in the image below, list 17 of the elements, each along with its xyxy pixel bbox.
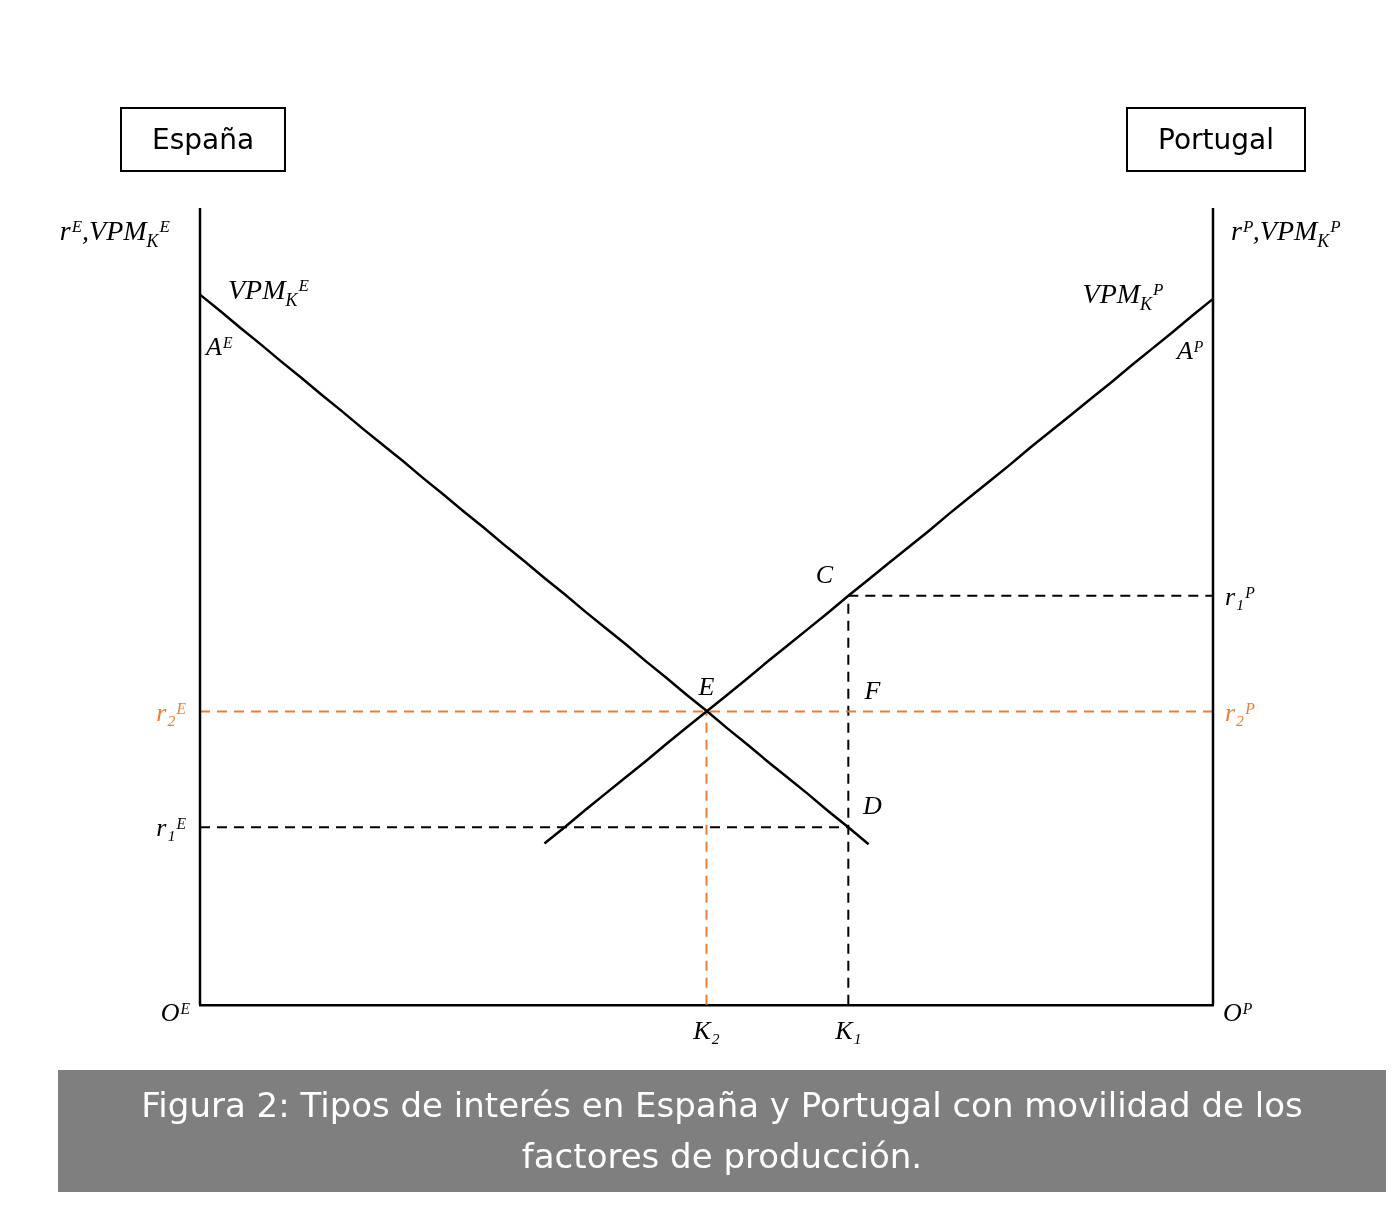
series-label: r₁ᴾ — [1225, 581, 1256, 611]
annotation: E — [697, 671, 715, 701]
x-tick-label: K₁ — [834, 1016, 862, 1046]
x-tick-label: K₂ — [692, 1016, 720, 1046]
annotation: Aᴾ — [1174, 335, 1204, 365]
annotation: F — [863, 675, 882, 705]
annotation: D — [861, 791, 882, 821]
text: Figura 2: Tipos de interés en España y Portugal con movilidad de los factores de producción. — [58, 1070, 1386, 1192]
text: España — [120, 107, 287, 172]
text: r₂ᴾ — [1225, 697, 1256, 727]
annotation: C — [815, 559, 834, 589]
text: Oᴱ — [160, 997, 191, 1027]
series-label: r₂ᴱ — [156, 697, 187, 727]
series-label: r₁ᴱ — [156, 813, 187, 843]
text: Oᴾ — [1223, 997, 1253, 1027]
text: Portugal — [1126, 107, 1306, 172]
annotation: Aᴱ — [204, 331, 233, 361]
